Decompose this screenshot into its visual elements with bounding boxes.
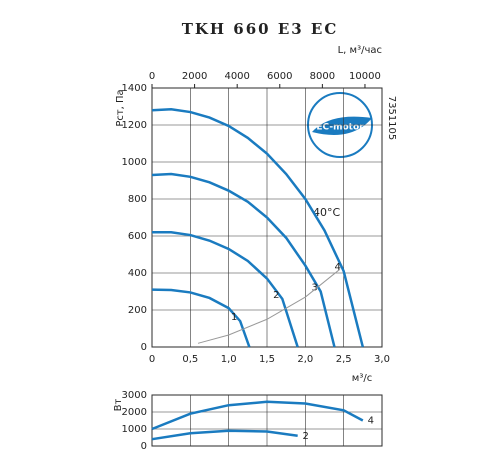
x-tick-label: 0,5 (182, 354, 198, 365)
series-label: 2 (302, 431, 308, 442)
series-line (151, 172, 336, 348)
series-line (197, 268, 341, 344)
x2-label: L, м³/час (338, 45, 382, 56)
series-label: 4 (334, 262, 340, 273)
y-tick-label: 600 (128, 231, 147, 242)
x2-tick-label: 2000 (182, 71, 207, 82)
x-tick-label: 2,5 (336, 354, 352, 365)
y-tick-label: 1200 (122, 120, 147, 131)
x2-tick-label: 0 (149, 71, 155, 82)
y-label: Вт (113, 398, 124, 411)
y-tick-label: 3000 (122, 390, 147, 401)
logo-leaf (312, 116, 372, 135)
annotation: 40°C (313, 206, 340, 219)
y-tick-label: 1000 (122, 157, 147, 168)
y-label: Pст, Па (115, 89, 126, 126)
series-label: 2 (273, 290, 279, 301)
y-tick-label: 0 (141, 342, 147, 353)
series-label: 1 (231, 312, 237, 323)
x-tick-label: 2,0 (297, 354, 313, 365)
y-tick-label: 200 (128, 305, 147, 316)
series-line (151, 108, 365, 348)
x2-tick-label: 4000 (224, 71, 249, 82)
y-tick-label: 1000 (122, 424, 147, 435)
y-tick-label: 800 (128, 194, 147, 205)
y-tick-label: 2000 (122, 407, 147, 418)
x2-tick-label: 6000 (267, 71, 292, 82)
x-tick-label: 3,0 (374, 354, 390, 365)
code: 7351105 (386, 96, 397, 141)
series-line (151, 400, 364, 431)
x2-tick-label: 10000 (349, 71, 381, 82)
x-label: м³/с (352, 373, 372, 384)
x-tick-label: 1,5 (259, 354, 275, 365)
y-tick-label: 400 (128, 268, 147, 279)
y-tick-label: 0 (141, 441, 147, 450)
series-label: 4 (368, 416, 374, 427)
y-tick-label: 1400 (122, 83, 147, 94)
x2-tick-label: 8000 (310, 71, 335, 82)
series-line (151, 429, 298, 441)
series-line (152, 231, 299, 348)
logo-text: EC-motor (316, 123, 364, 133)
chart-title: TKH 660 E3 EC (182, 20, 339, 38)
x-tick-label: 1,0 (221, 354, 237, 365)
x-tick-label: 0 (149, 354, 155, 365)
series-label: 3 (311, 283, 317, 294)
series-line (151, 288, 251, 348)
